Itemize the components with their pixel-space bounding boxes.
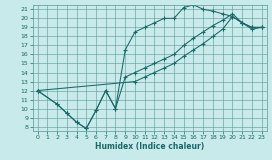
X-axis label: Humidex (Indice chaleur): Humidex (Indice chaleur) — [95, 142, 204, 151]
